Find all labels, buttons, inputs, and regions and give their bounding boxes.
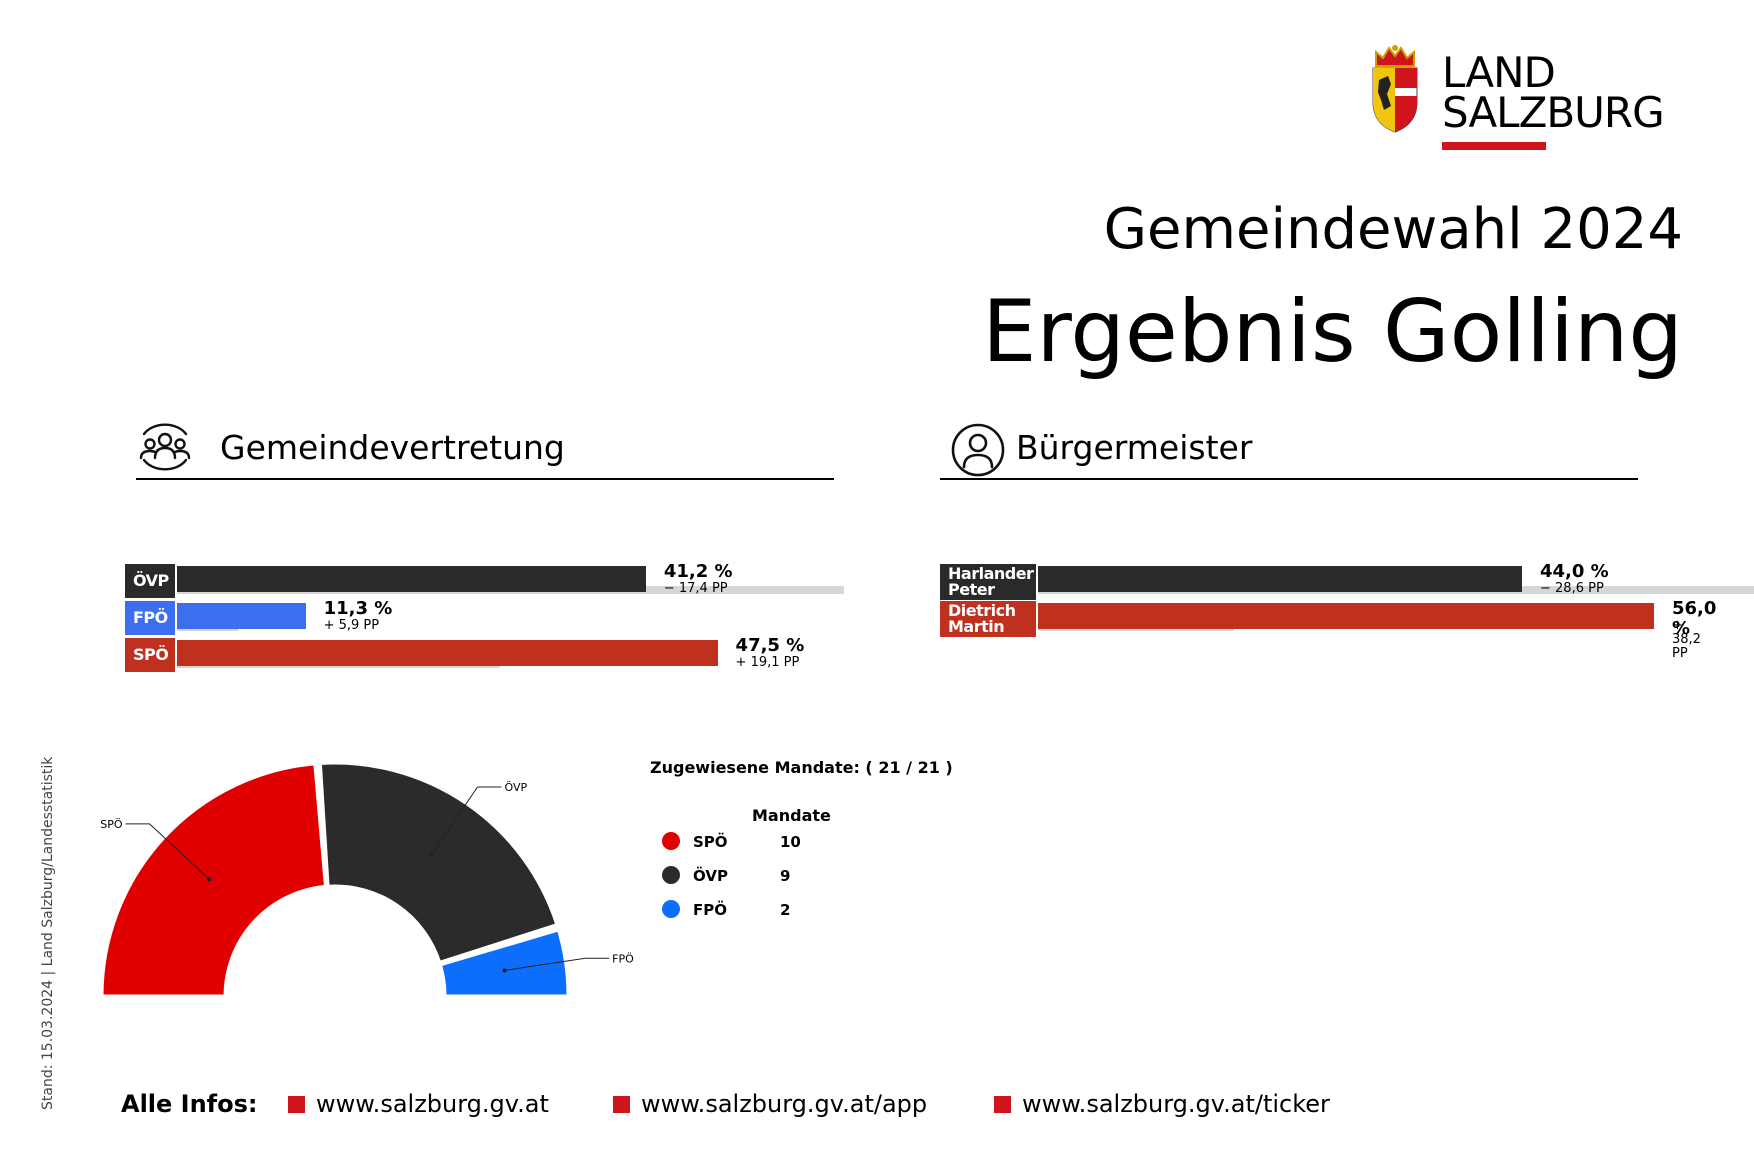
section-divider-council (136, 478, 834, 480)
slice-leader-line (431, 786, 502, 855)
slice-label: ÖVP (505, 781, 528, 794)
data-source-note: Stand: 15.03.2024 | Land Salzburg/Landes… (40, 756, 56, 1110)
bar-value-label: 41,2 % (663, 561, 733, 582)
seat-slice (100, 762, 328, 998)
legend-seats: 2 (780, 901, 791, 919)
bar-change-label: + 19,1 PP (735, 655, 800, 670)
seat-distribution-chart: SPÖ ÖVP FPÖ (100, 761, 634, 998)
footer-link-text[interactable]: www.salzburg.gv.at/ticker (1022, 1090, 1330, 1118)
bar-row: ÖVP 41,2 % − 17,4 PP (125, 561, 865, 598)
section-header-mayor: Bürgermeister (940, 418, 1640, 480)
bar-row: Dietrich Martin 56,0 % + 38,2 PP (940, 599, 1716, 661)
bar-row: FPÖ 11,3 % + 5,9 PP (125, 598, 865, 635)
legend-seats: 10 (780, 833, 801, 851)
bar-value-label: 47,5 % (735, 635, 805, 656)
bar-change-label: − 17,4 PP (663, 581, 728, 596)
bar-category-label: ÖVP (125, 564, 175, 598)
legend-dot-icon (662, 866, 680, 884)
section-title-council: Gemeindevertretung (220, 428, 565, 467)
red-square-icon (994, 1096, 1011, 1113)
bar-category-label: Dietrich Martin (940, 601, 1036, 637)
section-divider-mayor (940, 478, 1638, 480)
bar-category-label: SPÖ (125, 638, 175, 672)
slice-leader-dot (207, 877, 212, 882)
bar-current (177, 640, 718, 666)
bar-category-label: FPÖ (125, 601, 175, 635)
bar-row: SPÖ 47,5 % + 19,1 PP (125, 635, 865, 672)
seat-slice (318, 761, 559, 965)
bar-current (1038, 566, 1522, 592)
footer-link-text[interactable]: www.salzburg.gv.at/app (641, 1090, 928, 1118)
slice-leader-line (504, 957, 610, 971)
bar-category-label: Harlander Peter (940, 564, 1036, 600)
coat-of-arms-icon (1372, 45, 1418, 133)
bar-current (177, 603, 306, 629)
slice-leader-line (125, 823, 210, 880)
section-title-mayor: Bürgermeister (1016, 428, 1253, 467)
bar-change-label: + 38,2 PP (1672, 618, 1701, 661)
section-header-council: Gemeindevertretung (136, 418, 836, 480)
footer-label: Alle Infos: (121, 1090, 258, 1118)
person-icon (951, 423, 1005, 477)
slice-leader-dot (429, 852, 434, 857)
logo-text-line1: LAND (1442, 48, 1556, 97)
group-people-icon (139, 423, 191, 471)
slice-label: FPÖ (612, 952, 634, 965)
bar-value-label: 56,0 % (1672, 598, 1717, 639)
election-subtitle: Gemeindewahl 2024 (1103, 197, 1683, 262)
footer-link-text[interactable]: www.salzburg.gv.at (316, 1090, 549, 1118)
bar-row: Harlander Peter 44,0 % − 28,6 PP (940, 561, 1754, 600)
bar-change-label: − 28,6 PP (1540, 581, 1604, 596)
bar-value-label: 11,3 % (323, 598, 393, 619)
red-square-icon (613, 1096, 630, 1113)
red-square-icon (288, 1096, 305, 1113)
bar-change-label: + 5,9 PP (323, 618, 380, 633)
seat-slice (438, 928, 570, 998)
land-salzburg-logo: LAND SALZBURG (1370, 44, 1670, 154)
legend-dot-icon (662, 900, 680, 918)
mayor-results-chart: Harlander Peter 44,0 % − 28,6 PP Dietrich M… (940, 561, 1754, 661)
page-title: Ergebnis Golling (982, 282, 1683, 382)
logo-accent-bar (1442, 142, 1546, 150)
bar-current (177, 566, 646, 592)
mandate-column-header: Mandate (752, 806, 831, 825)
bar-current (1038, 603, 1654, 629)
bar-value-label: 44,0 % (1540, 561, 1609, 582)
slice-leader-dot (502, 968, 507, 973)
legend-party: ÖVP (693, 867, 728, 885)
council-results-chart: ÖVP 41,2 % − 17,4 PP FPÖ 11,3 % + 5,9 PP SPÖ 47… (125, 561, 865, 676)
logo-text-line2: SALZBURG (1442, 88, 1665, 137)
mandate-title: Zugewiesene Mandate: ( 21 / 21 ) (650, 758, 953, 777)
legend-dot-icon (662, 832, 680, 850)
legend-party: SPÖ (693, 833, 728, 851)
legend-seats: 9 (780, 867, 791, 885)
slice-label: SPÖ (100, 818, 123, 831)
legend-party: FPÖ (693, 901, 727, 919)
